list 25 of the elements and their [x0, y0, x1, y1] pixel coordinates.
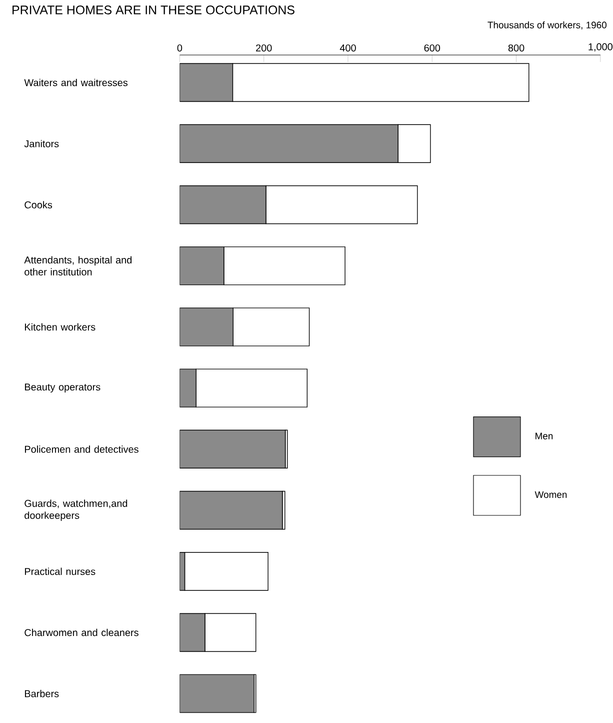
text: Women	[534, 491, 567, 498]
x-tick-label: 800	[508, 44, 524, 52]
y-tick-label: Cooks	[24, 201, 52, 208]
text: Men	[536, 432, 553, 440]
y-tick-label: Guards, watchmen,and doorkeepers	[24, 500, 128, 521]
x-tick-label: 1,000	[588, 43, 612, 52]
bar	[180, 490, 283, 530]
y-tick-label: Kitchen workers	[24, 323, 96, 331]
bar	[184, 552, 268, 591]
chart-title: PRIVATE HOMES ARE IN THESE OCCUPATIONS	[12, 6, 294, 14]
y-tick-label: Attendants, hospital and other institution	[24, 256, 132, 276]
x-tick-label: 400	[340, 44, 356, 52]
x-tick-label: 200	[256, 44, 272, 52]
y-tick-label: Barbers	[24, 690, 59, 698]
y-tick-label: Charwomen and cleaners	[24, 628, 138, 636]
y-tick-label: Practical nurses	[24, 568, 96, 576]
x-tick-label: 0	[177, 44, 182, 52]
x-tick-label: 600	[424, 44, 440, 52]
y-tick-label: Policemen and detectives	[24, 445, 138, 453]
y-tick-label: Janitors	[24, 140, 59, 148]
y-tick-label: Waiters and waitresses	[24, 78, 128, 86]
y-tick-label: Beauty operators	[24, 384, 100, 392]
bar	[180, 430, 286, 468]
bar	[180, 674, 255, 713]
x-axis-title: Thousands of workers, 1960	[488, 21, 606, 30]
